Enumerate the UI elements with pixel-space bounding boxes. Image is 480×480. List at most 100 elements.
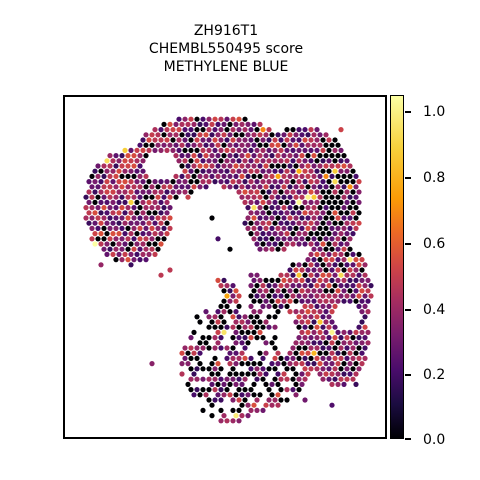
spot-point bbox=[350, 283, 356, 289]
spot-point bbox=[263, 350, 269, 356]
spot-point bbox=[200, 147, 206, 153]
spot-point bbox=[206, 335, 212, 341]
spot-point bbox=[212, 376, 218, 382]
spot-point bbox=[245, 340, 251, 346]
spot-point bbox=[206, 376, 212, 382]
spot-point bbox=[314, 345, 320, 351]
spot-point bbox=[311, 350, 317, 356]
spot-point bbox=[131, 225, 137, 231]
spot-point bbox=[119, 205, 125, 211]
spot-point bbox=[269, 142, 275, 148]
spot-point bbox=[218, 397, 224, 403]
spot-point bbox=[296, 168, 302, 174]
spot-point bbox=[308, 220, 314, 226]
spot-point bbox=[323, 184, 329, 190]
spot-point bbox=[281, 277, 287, 283]
spot-point bbox=[242, 168, 248, 174]
spot-point bbox=[359, 319, 365, 325]
spot-point bbox=[254, 231, 260, 237]
spot-point bbox=[296, 355, 302, 361]
spot-point bbox=[332, 158, 338, 164]
spot-point bbox=[227, 298, 233, 304]
spot-point bbox=[251, 121, 257, 127]
spot-point bbox=[254, 137, 260, 143]
spot-point bbox=[260, 293, 266, 299]
spot-point bbox=[146, 220, 152, 226]
spot-point bbox=[98, 231, 104, 237]
spot-point bbox=[350, 189, 356, 195]
spot-point bbox=[293, 225, 299, 231]
spot-point bbox=[323, 246, 329, 252]
spot-point bbox=[344, 355, 350, 361]
chart-title-line-3: METHYLENE BLUE bbox=[163, 59, 289, 75]
spot-point bbox=[152, 189, 158, 195]
spot-point bbox=[209, 215, 215, 221]
spot-point bbox=[236, 355, 242, 361]
spot-point bbox=[212, 397, 218, 403]
colorbar-tick-1 bbox=[405, 374, 411, 376]
spot-point bbox=[233, 319, 239, 325]
spot-point bbox=[203, 142, 209, 148]
spot-point bbox=[281, 142, 287, 148]
spot-point bbox=[368, 283, 374, 289]
spot-point bbox=[344, 335, 350, 341]
spot-point bbox=[275, 309, 281, 315]
spot-point bbox=[179, 153, 185, 159]
spot-point bbox=[140, 251, 146, 257]
spot-point bbox=[338, 189, 344, 195]
spot-point bbox=[239, 371, 245, 377]
spot-point bbox=[362, 345, 368, 351]
spot-point bbox=[212, 168, 218, 174]
spot-point bbox=[332, 262, 338, 268]
spot-point bbox=[296, 387, 302, 393]
colorbar bbox=[390, 95, 404, 439]
spot-point bbox=[104, 179, 110, 185]
spot-point bbox=[329, 381, 335, 387]
spot-point bbox=[269, 298, 275, 304]
spot-point bbox=[167, 205, 173, 211]
spot-point bbox=[137, 153, 143, 159]
spot-point bbox=[347, 257, 353, 263]
spot-point bbox=[92, 189, 98, 195]
spot-point bbox=[173, 184, 179, 190]
spot-point bbox=[230, 418, 236, 424]
spot-point bbox=[86, 189, 92, 195]
spot-point bbox=[365, 340, 371, 346]
spot-point bbox=[302, 303, 308, 309]
spot-point bbox=[236, 376, 242, 382]
spot-point bbox=[344, 199, 350, 205]
spot-point bbox=[356, 345, 362, 351]
spot-point bbox=[233, 413, 239, 419]
spot-point bbox=[134, 179, 140, 185]
spot-point bbox=[227, 163, 233, 169]
spot-point bbox=[278, 137, 284, 143]
spot-point bbox=[356, 366, 362, 372]
spot-point bbox=[353, 288, 359, 294]
spot-point bbox=[263, 319, 269, 325]
spot-point bbox=[95, 173, 101, 179]
spot-point bbox=[290, 199, 296, 205]
spot-point bbox=[248, 147, 254, 153]
spot-point bbox=[272, 210, 278, 216]
spot-point bbox=[215, 309, 221, 315]
spot-point bbox=[227, 132, 233, 138]
spot-point bbox=[200, 179, 206, 185]
spot-point bbox=[341, 257, 347, 263]
spot-point bbox=[242, 179, 248, 185]
spot-point bbox=[248, 158, 254, 164]
spot-point bbox=[356, 262, 362, 268]
spot-point bbox=[329, 277, 335, 283]
spot-point bbox=[218, 345, 224, 351]
spot-point bbox=[278, 199, 284, 205]
spot-point bbox=[338, 335, 344, 341]
spot-point bbox=[332, 168, 338, 174]
spot-point bbox=[116, 220, 122, 226]
spot-point bbox=[251, 163, 257, 169]
spot-point bbox=[206, 116, 212, 122]
spot-point bbox=[224, 137, 230, 143]
spot-point bbox=[308, 355, 314, 361]
spot-point bbox=[200, 387, 206, 393]
spot-point bbox=[98, 189, 104, 195]
spot-point bbox=[329, 246, 335, 252]
spot-point bbox=[251, 225, 257, 231]
